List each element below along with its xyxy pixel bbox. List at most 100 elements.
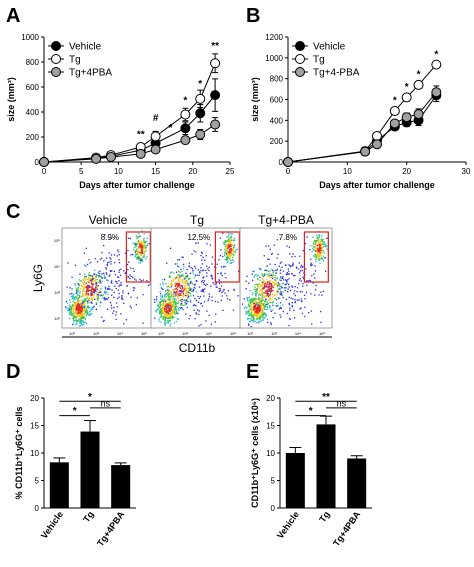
panel-c-event-dot [264,282,266,285]
panel-c-event-dot [116,255,119,257]
panel-c-event-dot [166,314,169,317]
panel-c-event-dot [161,282,164,284]
panel-c-event-dot [231,252,234,254]
panel-c-event-dot [71,304,73,307]
panel-c-event-dot [165,294,167,296]
panel-c-event-dot [143,244,145,246]
panel-c-event-dot [103,260,105,262]
panel-c-event-dot [83,286,85,288]
panel-c-event-dot [193,309,195,311]
panel-c-event-dot [69,293,71,295]
panel-c-event-dot [320,249,322,252]
panel-c-event-dot [141,259,143,261]
panel-c-event-dot [230,245,233,247]
panel-c-event-dot [268,276,270,278]
panel-c-event-dot [261,289,264,292]
panel-c-event-dot [77,310,79,313]
panel-a-data-point [210,58,221,69]
panel-c-event-dot [260,288,263,290]
panel-c-event-dot [72,297,74,300]
panel-c-event-dot [222,266,225,268]
panel-c-event-dot [250,301,252,303]
panel-c-x-tick-label: 10⁵ [230,331,236,336]
panel-c-event-dot [145,247,147,249]
panel-c-event-dot [185,300,188,302]
panel-c-event-dot [265,284,268,286]
panel-c-event-dot [255,295,257,297]
panel-c-event-dot [259,310,262,312]
panel-c-event-dot [174,301,177,304]
panel-c-event-dot [252,319,254,322]
panel-c-event-dot [167,320,169,322]
panel-c-event-dot [203,280,206,282]
panel-c-event-dot [255,292,257,295]
panel-c-event-dot [193,277,195,279]
panel-c-event-dot [81,294,84,297]
panel-c-event-dot [124,272,126,275]
panel-c-event-dot [75,301,77,303]
panel-c-event-dot [192,304,195,307]
panel-c-event-dot [82,306,84,308]
panel-c-event-dot [104,234,106,236]
panel-c-event-dot [174,303,177,305]
panel-c-event-dot [274,269,276,272]
panel-c-event-dot [321,257,323,259]
panel-c-event-dot [260,308,262,311]
panel-c-event-dot [197,295,199,298]
panel-c-event-dot [180,284,182,287]
panel-c-event-dot [118,259,120,261]
panel-c-event-dot [246,298,248,300]
panel-c-event-dot [169,313,171,316]
panel-c-event-dot [82,320,84,322]
panel-c-event-dot [170,271,172,273]
panel-c-event-dot [73,315,75,317]
panel-c-event-dot [85,265,87,267]
panel-c-event-dot [73,304,75,306]
panel-c-event-dot [230,233,232,235]
panel-c-event-dot [141,257,144,259]
panel-c-event-dot [266,292,268,294]
panel-c-event-dot [136,256,139,259]
panel-c-event-dot [299,278,302,280]
panel-c-event-dot [186,294,189,296]
panel-c-event-dot [76,321,78,323]
panel-c-event-dot [120,313,122,315]
panel-c-event-dot [171,279,174,282]
panel-c-event-dot [105,291,108,293]
panel-c-event-dot [106,279,108,281]
panel-c-event-dot [264,317,266,319]
panel-c-event-dot [286,272,288,274]
panel-c-y-axis-label: Ly6G [31,264,45,292]
panel-c-event-dot [266,291,268,293]
panel-c-event-dot [262,307,265,309]
panel-c-event-dot [127,249,129,252]
panel-c-event-dot [271,285,273,287]
panel-c-event-dot [192,269,194,272]
panel-c-event-dot [259,305,261,307]
panel-c-event-dot [95,283,97,285]
panel-c-event-dot [314,254,317,256]
panel-c-event-dot [249,299,251,302]
panel-c-event-dot [156,304,159,307]
panel-d-bar [111,465,131,508]
panel-c-event-dot [317,253,319,255]
panel-c-event-dot [98,292,100,295]
panel-c-event-dot [70,307,72,309]
panel-c-event-dot [188,265,190,267]
panel-c-event-dot [285,264,287,266]
panel-c-event-dot [77,288,79,290]
panel-c-event-dot [258,314,260,316]
panel-c-event-dot [169,298,171,300]
panel-c-event-dot [314,250,317,252]
panel-c-event-dot [206,275,208,277]
panel-c-event-dot [180,293,182,295]
panel-e-y-tick-label: 5 [271,477,276,486]
panel-c-event-dot [158,305,160,307]
panel-a-x-tick-label: 10 [114,167,123,176]
panel-c-event-dot [267,299,269,301]
panel-c-event-dot [168,317,170,319]
panel-c-event-dot [87,297,89,300]
panel-c-event-dot [321,252,323,254]
panel-a-data-point [210,90,221,101]
panel-c-event-dot [154,317,156,319]
